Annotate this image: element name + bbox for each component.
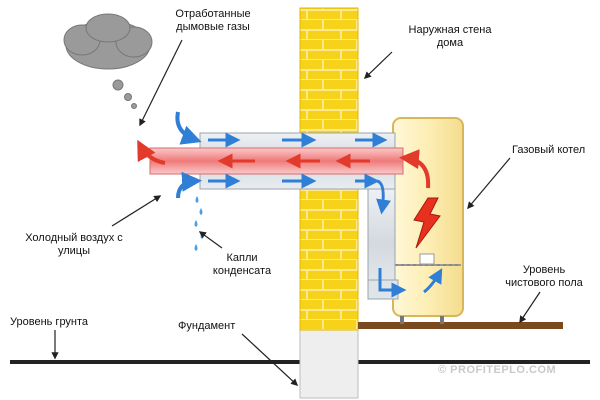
boiler-foot-left — [400, 316, 404, 324]
cold-air-top-arrow — [175, 111, 202, 145]
label-gas-boiler: Газовый котел — [512, 144, 586, 156]
label-floor-level: Уровень чистового пола — [505, 264, 583, 289]
flame-icon — [413, 197, 441, 249]
foundation-block — [299, 329, 359, 399]
condensate-drops — [194, 196, 204, 251]
exhaust-inlet-arrow — [399, 149, 431, 189]
boiler-foot-right — [440, 316, 444, 324]
intake-rising-arrow — [423, 268, 443, 294]
smoke-cloud-icon — [63, 13, 153, 109]
label-ground-level: Уровень грунта — [10, 316, 89, 328]
label-exhaust-gases: Отработанные дымовые газы — [175, 8, 251, 33]
watermark: © PROFITEPLO.COM — [438, 364, 557, 376]
label-outer-wall: Наружная стена дома — [408, 24, 492, 49]
cold-air-bottom-arrow — [176, 171, 202, 199]
intake-down-arrow — [376, 179, 391, 215]
exhaust-exit-arrow — [137, 139, 166, 165]
callout-lines — [51, 39, 541, 386]
burner-grid — [395, 253, 461, 266]
label-condensate: Капли конденсата — [212, 252, 272, 277]
intake-into-boiler-arrow — [378, 268, 407, 298]
label-foundation: Фундамент — [178, 320, 236, 332]
floor-slab — [358, 322, 563, 329]
label-cold-air: Холодный воздух с улицы — [25, 232, 123, 257]
